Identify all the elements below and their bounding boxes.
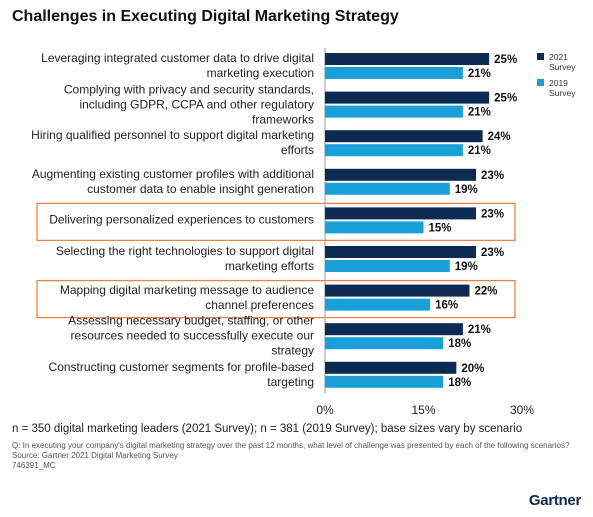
value-label: 19% xyxy=(455,184,478,196)
value-label: 22% xyxy=(474,286,497,298)
highlight-box xyxy=(36,279,516,319)
legend-swatch xyxy=(537,53,544,60)
value-label: 25% xyxy=(494,54,517,66)
value-label: 20% xyxy=(461,363,484,375)
category-label: Selecting the right technologies to supp… xyxy=(55,244,314,273)
note: Source: Gartner 2021 Digital Marketing S… xyxy=(12,451,178,460)
bar xyxy=(325,375,444,388)
category-label: Hiring qualified personnel to support di… xyxy=(31,128,314,158)
note: n = 350 digital marketing leaders (2021 … xyxy=(12,423,523,435)
bar xyxy=(325,323,463,336)
x-tick-label: 0% xyxy=(316,403,334,417)
bar xyxy=(325,221,424,234)
bar xyxy=(325,298,431,311)
value-label: 21% xyxy=(468,324,491,336)
bar xyxy=(325,284,470,297)
x-tick-label: 15% xyxy=(411,403,435,417)
logo: Gartner xyxy=(528,492,581,509)
value-label: 24% xyxy=(488,131,511,143)
value-label: 23% xyxy=(481,247,504,259)
bar xyxy=(325,182,450,195)
bar xyxy=(325,144,463,157)
category-label: Complying with privacy and security stan… xyxy=(63,82,314,127)
legend-swatch xyxy=(537,79,544,86)
value-label: 25% xyxy=(494,93,517,105)
note: 746391_MC xyxy=(12,461,56,470)
bar xyxy=(325,337,444,350)
value-label: 15% xyxy=(429,222,452,234)
category-label: Constructing customer segments for profi… xyxy=(48,359,314,389)
category-label: Delivering personalized experiences to c… xyxy=(49,212,314,227)
value-label: 18% xyxy=(448,377,471,389)
bar xyxy=(325,361,457,374)
bar xyxy=(325,246,477,258)
value-label: 16% xyxy=(435,300,458,312)
value-label: 23% xyxy=(481,208,504,220)
bar xyxy=(325,67,463,79)
bar xyxy=(325,207,477,220)
chart-title: Challenges in Executing Digital Marketin… xyxy=(12,8,399,25)
value-label: 21% xyxy=(468,145,491,157)
legend-label: 2019 Survey xyxy=(549,78,576,98)
category-label: Assessing necessary budget, staffing, or… xyxy=(68,313,314,358)
bar xyxy=(325,105,463,118)
bar xyxy=(325,53,490,65)
category-label: Leveraging integrated customer data to d… xyxy=(41,51,314,80)
category-label: Augmenting existing customer profiles wi… xyxy=(31,166,314,196)
value-label: 23% xyxy=(481,170,504,182)
legend-label: 2021 Survey xyxy=(549,52,576,72)
note: Q: In executing your company's digital m… xyxy=(12,441,570,450)
value-label: 18% xyxy=(448,338,471,350)
notes: Q: In executing your company's digital m… xyxy=(12,441,582,471)
bar xyxy=(325,260,450,272)
bar xyxy=(325,130,483,143)
category-label: Mapping digital marketing message to aud… xyxy=(59,282,314,312)
value-label: 19% xyxy=(455,261,478,273)
value-label: 21% xyxy=(468,107,491,119)
bar xyxy=(325,91,490,104)
value-label: 21% xyxy=(468,68,491,80)
x-tick-label: 30% xyxy=(510,403,534,417)
bar xyxy=(325,168,477,181)
highlight-box xyxy=(36,202,516,242)
